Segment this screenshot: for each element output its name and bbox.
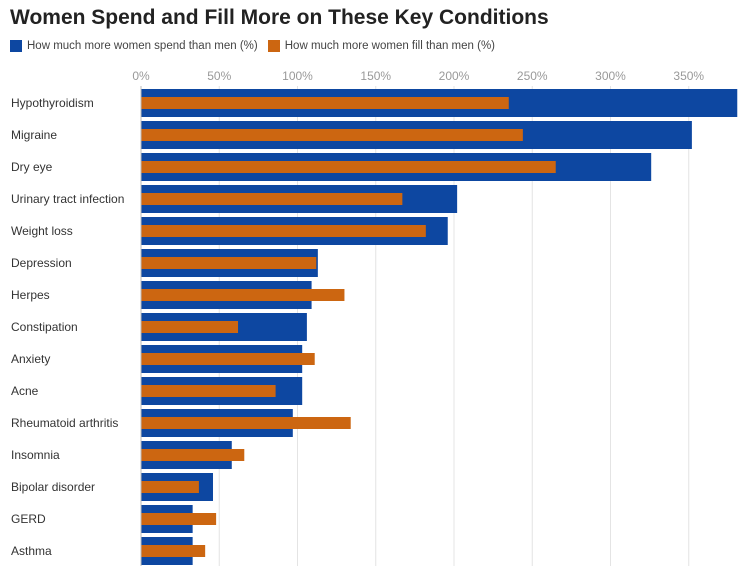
x-tick-label: 100%	[282, 69, 313, 83]
bar-fill	[141, 513, 217, 525]
category-label: Asthma	[11, 544, 52, 558]
x-tick-label: 200%	[439, 69, 470, 83]
legend: How much more women spend than men (%) H…	[10, 40, 505, 52]
bar-fill	[141, 161, 556, 173]
bar-fill	[141, 257, 317, 269]
legend-label-spend: How much more women spend than men (%)	[27, 40, 258, 52]
category-label: Weight loss	[11, 224, 73, 238]
x-tick-label: 250%	[517, 69, 548, 83]
category-label: Migraine	[11, 128, 57, 142]
chart-title: Women Spend and Fill More on These Key C…	[10, 6, 549, 29]
bar-fill	[141, 193, 403, 205]
x-tick-label: 150%	[360, 69, 391, 83]
bar-fill	[141, 289, 345, 301]
bar-fill	[141, 481, 199, 493]
legend-item-fill: How much more women fill than men (%)	[267, 40, 496, 52]
category-label: Rheumatoid arthritis	[11, 416, 118, 430]
legend-swatch-fill	[267, 40, 280, 52]
bar-fill	[141, 417, 351, 429]
category-label: Anxiety	[11, 352, 50, 366]
bar-fill	[141, 449, 245, 461]
category-label: Depression	[11, 256, 72, 270]
bar-fill	[141, 97, 509, 109]
bar-fill	[141, 353, 315, 365]
category-label: Dry eye	[11, 160, 53, 174]
x-tick-label: 300%	[595, 69, 626, 83]
bar-fill	[141, 385, 276, 397]
category-label: GERD	[11, 512, 46, 526]
category-label: Hypothyroidism	[11, 96, 94, 110]
bar-fill	[141, 129, 523, 141]
bar-fill	[141, 545, 206, 557]
category-label: Bipolar disorder	[11, 480, 95, 494]
legend-label-fill: How much more women fill than men (%)	[284, 40, 496, 52]
x-tick-label: 350%	[673, 69, 704, 83]
category-label: Urinary tract infection	[11, 192, 124, 206]
category-label: Acne	[11, 384, 39, 398]
category-label: Insomnia	[11, 448, 60, 462]
legend-swatch-spend	[10, 40, 22, 52]
category-label: Herpes	[11, 288, 50, 302]
bar-fill	[141, 225, 426, 237]
legend-item-spend: How much more women spend than men (%)	[10, 40, 258, 52]
x-tick-label: 0%	[132, 69, 150, 83]
x-tick-label: 50%	[207, 69, 231, 83]
bar-fill	[141, 321, 239, 333]
category-label: Constipation	[11, 320, 78, 334]
